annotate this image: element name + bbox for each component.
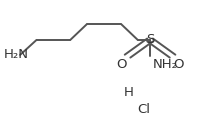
Text: O: O xyxy=(116,58,127,71)
Text: H: H xyxy=(123,86,133,99)
Text: Cl: Cl xyxy=(137,103,150,116)
Text: H₂N: H₂N xyxy=(4,48,29,61)
Text: NH₂: NH₂ xyxy=(153,58,178,71)
Text: S: S xyxy=(146,33,154,46)
Text: O: O xyxy=(173,58,184,71)
